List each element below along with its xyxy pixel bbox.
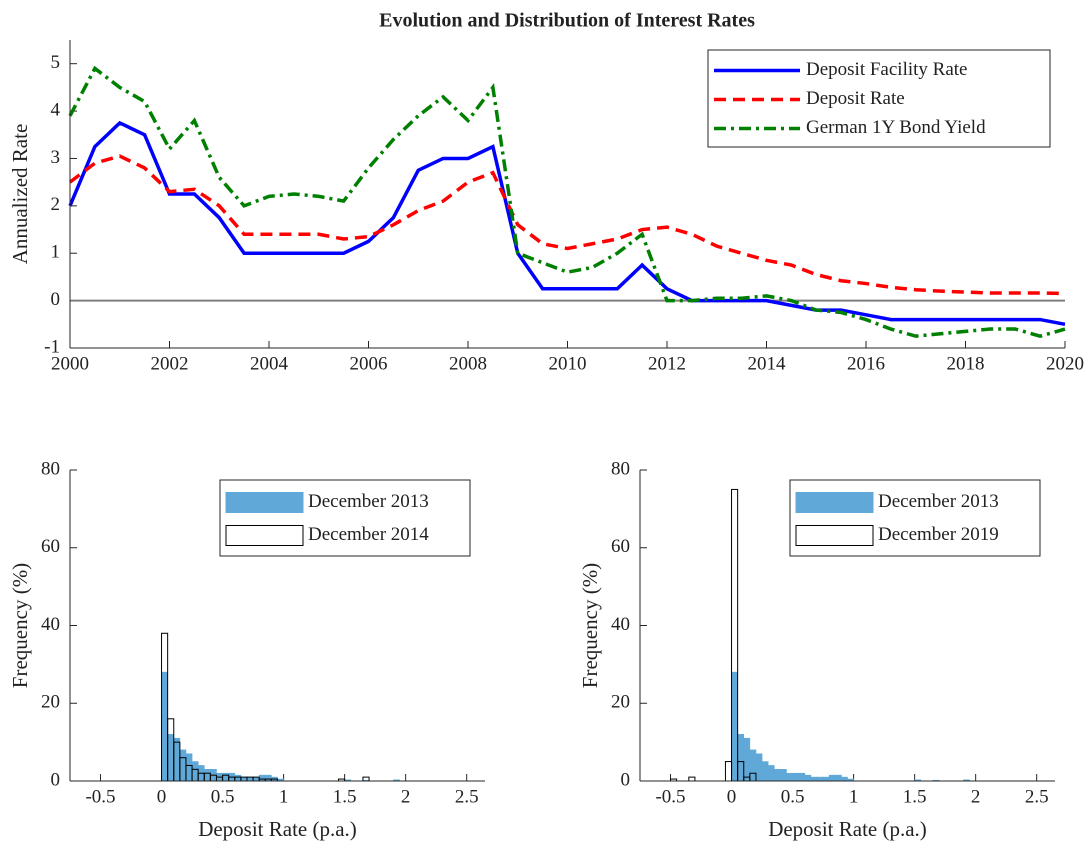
y-tick-label: 80 <box>41 458 60 479</box>
histogram-bar <box>222 772 229 782</box>
histogram-bar <box>240 776 248 782</box>
x-tick-label: 2020 <box>1046 353 1084 374</box>
x-tick-label: 2 <box>401 786 411 807</box>
histogram-bar <box>173 737 181 782</box>
histogram-bar <box>780 769 787 782</box>
histogram-bar <box>841 776 848 782</box>
y-tick-label: 60 <box>41 536 60 557</box>
histogram-bar <box>810 776 818 782</box>
y-tick-label: 5 <box>51 52 61 73</box>
histogram-bar <box>804 774 812 782</box>
x-tick-label: -0.5 <box>655 786 685 807</box>
legend-swatch <box>225 525 304 546</box>
histogram-bar <box>773 769 781 782</box>
x-tick-label: 2012 <box>648 353 686 374</box>
x-tick-label: 2000 <box>51 353 89 374</box>
y-tick-label: 60 <box>611 536 630 557</box>
x-tick-label: 2002 <box>151 353 189 374</box>
histogram-bar <box>798 772 806 782</box>
x-tick-label: 2018 <box>947 353 985 374</box>
histogram-bar <box>828 774 836 782</box>
x-tick-label: -0.5 <box>85 786 115 807</box>
x-tick-label: 2014 <box>748 353 787 374</box>
y-tick-label: 4 <box>51 99 61 120</box>
histogram-bar <box>167 734 175 782</box>
histogram-bar <box>816 776 824 782</box>
legend-label: December 2014 <box>308 524 429 545</box>
y-tick-label: 40 <box>611 614 630 635</box>
histogram-bar <box>264 774 272 782</box>
x-tick-label: 0.5 <box>781 786 805 807</box>
figure-title: Evolution and Distribution of Interest R… <box>379 10 755 32</box>
legend-label: December 2013 <box>878 491 999 512</box>
histogram-bar <box>252 776 260 782</box>
histogram-bar <box>786 772 793 782</box>
histogram-bar <box>761 761 769 782</box>
y-tick-label: 20 <box>41 692 60 713</box>
x-axis-label: Deposit Rate (p.a.) <box>198 817 357 841</box>
x-tick-label: 2.5 <box>455 786 479 807</box>
x-tick-label: 2 <box>971 786 981 807</box>
y-tick-label: 1 <box>51 242 61 263</box>
series-line <box>68 154 1066 296</box>
x-tick-label: 2016 <box>847 353 885 374</box>
histogram-bar <box>234 774 242 782</box>
y-axis-label: Frequency (%) <box>8 563 32 688</box>
y-tick-label: 20 <box>611 692 630 713</box>
x-tick-label: 1 <box>279 786 289 807</box>
histogram-bar <box>792 772 799 782</box>
y-axis-label: Frequency (%) <box>578 563 602 688</box>
x-tick-label: 0.5 <box>211 786 235 807</box>
legend-box <box>707 49 1051 148</box>
histogram-bar <box>737 734 745 782</box>
legend-label: December 2019 <box>878 524 999 545</box>
legend-label: Deposit Facility Rate <box>806 59 967 80</box>
x-tick-label: 0 <box>727 786 737 807</box>
legend-swatch <box>795 525 874 546</box>
y-tick-label: 0 <box>51 769 61 790</box>
x-tick-label: 2006 <box>350 353 388 374</box>
histogram-bar <box>834 774 842 782</box>
y-tick-label: -1 <box>44 336 60 357</box>
histogram-bar <box>724 761 733 782</box>
x-tick-label: 2004 <box>250 353 289 374</box>
x-tick-label: 2010 <box>549 353 587 374</box>
legend-swatch <box>795 492 874 513</box>
y-tick-label: 0 <box>621 769 631 790</box>
histogram-bar <box>258 774 266 782</box>
histogram-bar <box>822 776 830 782</box>
histogram-bar <box>179 749 187 782</box>
x-tick-label: 1.5 <box>333 786 357 807</box>
histogram-bar <box>185 753 193 782</box>
x-axis-label: Deposit Rate (p.a.) <box>768 817 927 841</box>
y-tick-label: 3 <box>51 147 61 168</box>
series-line <box>68 120 1066 327</box>
histogram-bar <box>731 671 738 782</box>
legend-label: December 2013 <box>308 491 429 512</box>
legend-label: German 1Y Bond Yield <box>806 117 986 138</box>
x-tick-label: 1.5 <box>903 786 927 807</box>
histogram-bar <box>246 776 254 782</box>
histogram-bar <box>743 737 751 782</box>
histogram-bar <box>161 671 168 782</box>
y-tick-label: 2 <box>51 194 61 215</box>
legend-label: Deposit Rate <box>806 88 905 109</box>
x-tick-label: 2.5 <box>1025 786 1049 807</box>
histogram-bar <box>191 761 199 782</box>
histogram-bar <box>688 776 696 782</box>
legend-swatch <box>225 492 304 513</box>
x-tick-label: 2008 <box>449 353 487 374</box>
histogram-bar <box>755 753 763 782</box>
x-tick-label: 1 <box>849 786 859 807</box>
x-tick-label: 0 <box>157 786 167 807</box>
y-tick-label: 0 <box>51 289 61 310</box>
histogram-bar <box>767 765 775 782</box>
y-tick-label: 40 <box>41 614 60 635</box>
histogram-bar <box>749 749 757 782</box>
histogram-bar <box>203 769 211 782</box>
y-axis-label: Annualized Rate <box>8 124 32 265</box>
y-tick-label: 80 <box>611 458 630 479</box>
